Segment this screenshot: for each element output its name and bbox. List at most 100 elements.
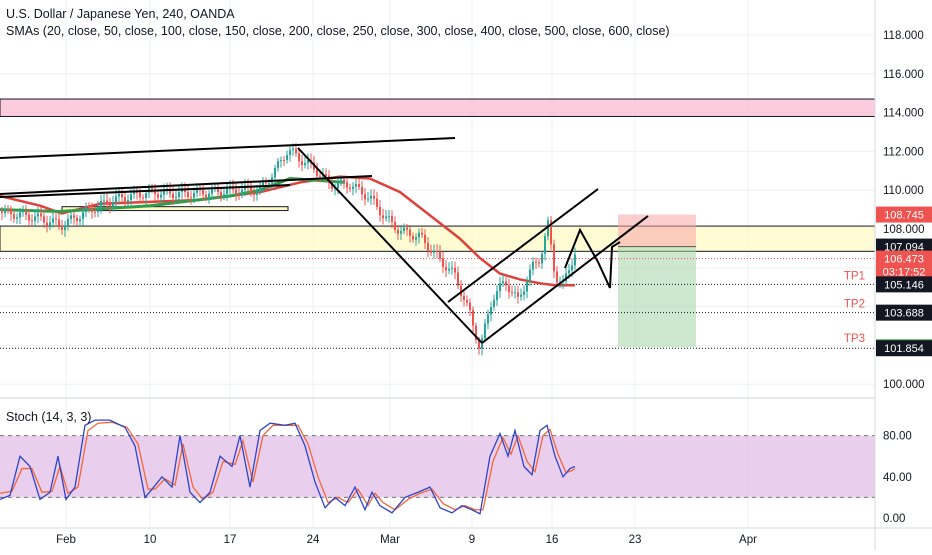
candle-body bbox=[85, 206, 87, 213]
price-badge-text: 03:17:52 bbox=[883, 267, 926, 279]
candle-body bbox=[472, 310, 474, 326]
price-badge-bg bbox=[876, 238, 932, 255]
candle-body bbox=[376, 198, 378, 207]
candle-body bbox=[439, 251, 441, 259]
x-tick-label: 10 bbox=[144, 534, 157, 546]
target-label: TP1 bbox=[844, 270, 865, 282]
candle-body bbox=[34, 216, 36, 221]
candle-body bbox=[4, 208, 6, 214]
candle-body bbox=[367, 198, 369, 200]
price-badge-text: 103.688 bbox=[884, 308, 924, 320]
candle-body bbox=[508, 285, 510, 293]
candle-body bbox=[112, 202, 114, 207]
candle-body bbox=[292, 148, 294, 150]
candle-body bbox=[511, 292, 513, 294]
candle-body bbox=[349, 187, 351, 189]
x-tick-label: 17 bbox=[224, 534, 237, 546]
candle-body bbox=[115, 196, 117, 203]
candle-body bbox=[88, 206, 90, 208]
candle-body bbox=[454, 267, 456, 273]
x-tick-label: 23 bbox=[629, 534, 642, 546]
candle-body bbox=[280, 160, 282, 162]
candle-body bbox=[67, 218, 69, 226]
candle-body bbox=[358, 184, 360, 187]
candle-body bbox=[55, 218, 57, 220]
candle-body bbox=[571, 265, 573, 271]
candle-body bbox=[397, 229, 399, 234]
projection-path bbox=[564, 227, 621, 289]
target-label: TP2 bbox=[844, 299, 865, 311]
candle-body bbox=[328, 175, 330, 183]
candle-body bbox=[469, 302, 471, 311]
x-tick-label: Feb bbox=[56, 534, 76, 546]
candle-body bbox=[373, 195, 375, 199]
candle-body bbox=[211, 188, 213, 194]
candle-body bbox=[169, 188, 171, 194]
stoch-band bbox=[0, 435, 875, 498]
stoch-label: Stoch (14, 3, 3) bbox=[6, 410, 92, 424]
candle-body bbox=[391, 216, 393, 222]
candle-body bbox=[361, 186, 363, 195]
stoch-tick-label: 0.00 bbox=[883, 513, 905, 525]
candle-body bbox=[178, 191, 180, 198]
candle-body bbox=[82, 212, 84, 219]
candle-body bbox=[22, 210, 24, 213]
candle-body bbox=[163, 189, 165, 195]
y-tick-label: 116.000 bbox=[883, 69, 924, 81]
candle-body bbox=[223, 194, 225, 197]
candle-body bbox=[520, 294, 522, 297]
candle-body bbox=[205, 194, 207, 198]
stoch-tick-label: 40.00 bbox=[883, 472, 912, 484]
candle-body bbox=[298, 153, 300, 162]
y-tick-label: 112.000 bbox=[883, 146, 924, 158]
y-tick-label: 108.000 bbox=[883, 224, 925, 236]
candle-body bbox=[370, 195, 372, 199]
candle-body bbox=[475, 325, 477, 341]
candle-body bbox=[196, 188, 198, 193]
x-tick-label: 24 bbox=[307, 534, 320, 546]
candle-body bbox=[427, 242, 429, 251]
candle-body bbox=[268, 183, 270, 185]
price-badge-bg bbox=[876, 250, 932, 267]
candle-body bbox=[217, 187, 219, 193]
price-badge-bg bbox=[876, 206, 932, 223]
trendline-upper bbox=[0, 137, 456, 159]
candle-body bbox=[460, 285, 462, 296]
price-badge-text: 107.094 bbox=[884, 242, 924, 254]
candle-body bbox=[262, 182, 264, 187]
candle-body bbox=[265, 182, 267, 184]
candle-body bbox=[307, 160, 309, 164]
candle-body bbox=[502, 281, 504, 284]
candle-body bbox=[493, 300, 495, 308]
candle-body bbox=[253, 192, 255, 195]
candle-body bbox=[523, 291, 525, 295]
candle-body bbox=[1, 211, 3, 214]
candle-body bbox=[49, 222, 51, 226]
candle-body bbox=[43, 216, 45, 223]
candle-body bbox=[415, 237, 417, 240]
candle-body bbox=[481, 338, 483, 349]
candle-body bbox=[547, 220, 549, 237]
candle-body bbox=[478, 340, 480, 349]
candle-body bbox=[532, 261, 534, 270]
candle-body bbox=[394, 221, 396, 230]
candle-body bbox=[40, 213, 42, 217]
candle-body bbox=[289, 149, 291, 156]
candle-body bbox=[274, 168, 276, 178]
candle-body bbox=[160, 194, 162, 198]
candle-body bbox=[73, 215, 75, 218]
candle-body bbox=[235, 189, 237, 195]
candle-body bbox=[382, 215, 384, 219]
candle-body bbox=[442, 258, 444, 267]
candle-body bbox=[145, 192, 147, 199]
candle-body bbox=[184, 189, 186, 193]
candle-body bbox=[496, 291, 498, 301]
stochastic-pane bbox=[0, 397, 875, 515]
channel-upper bbox=[447, 188, 599, 303]
candle-body bbox=[304, 163, 306, 166]
candle-body bbox=[436, 250, 438, 252]
y-tick-label: 100.000 bbox=[883, 379, 925, 391]
